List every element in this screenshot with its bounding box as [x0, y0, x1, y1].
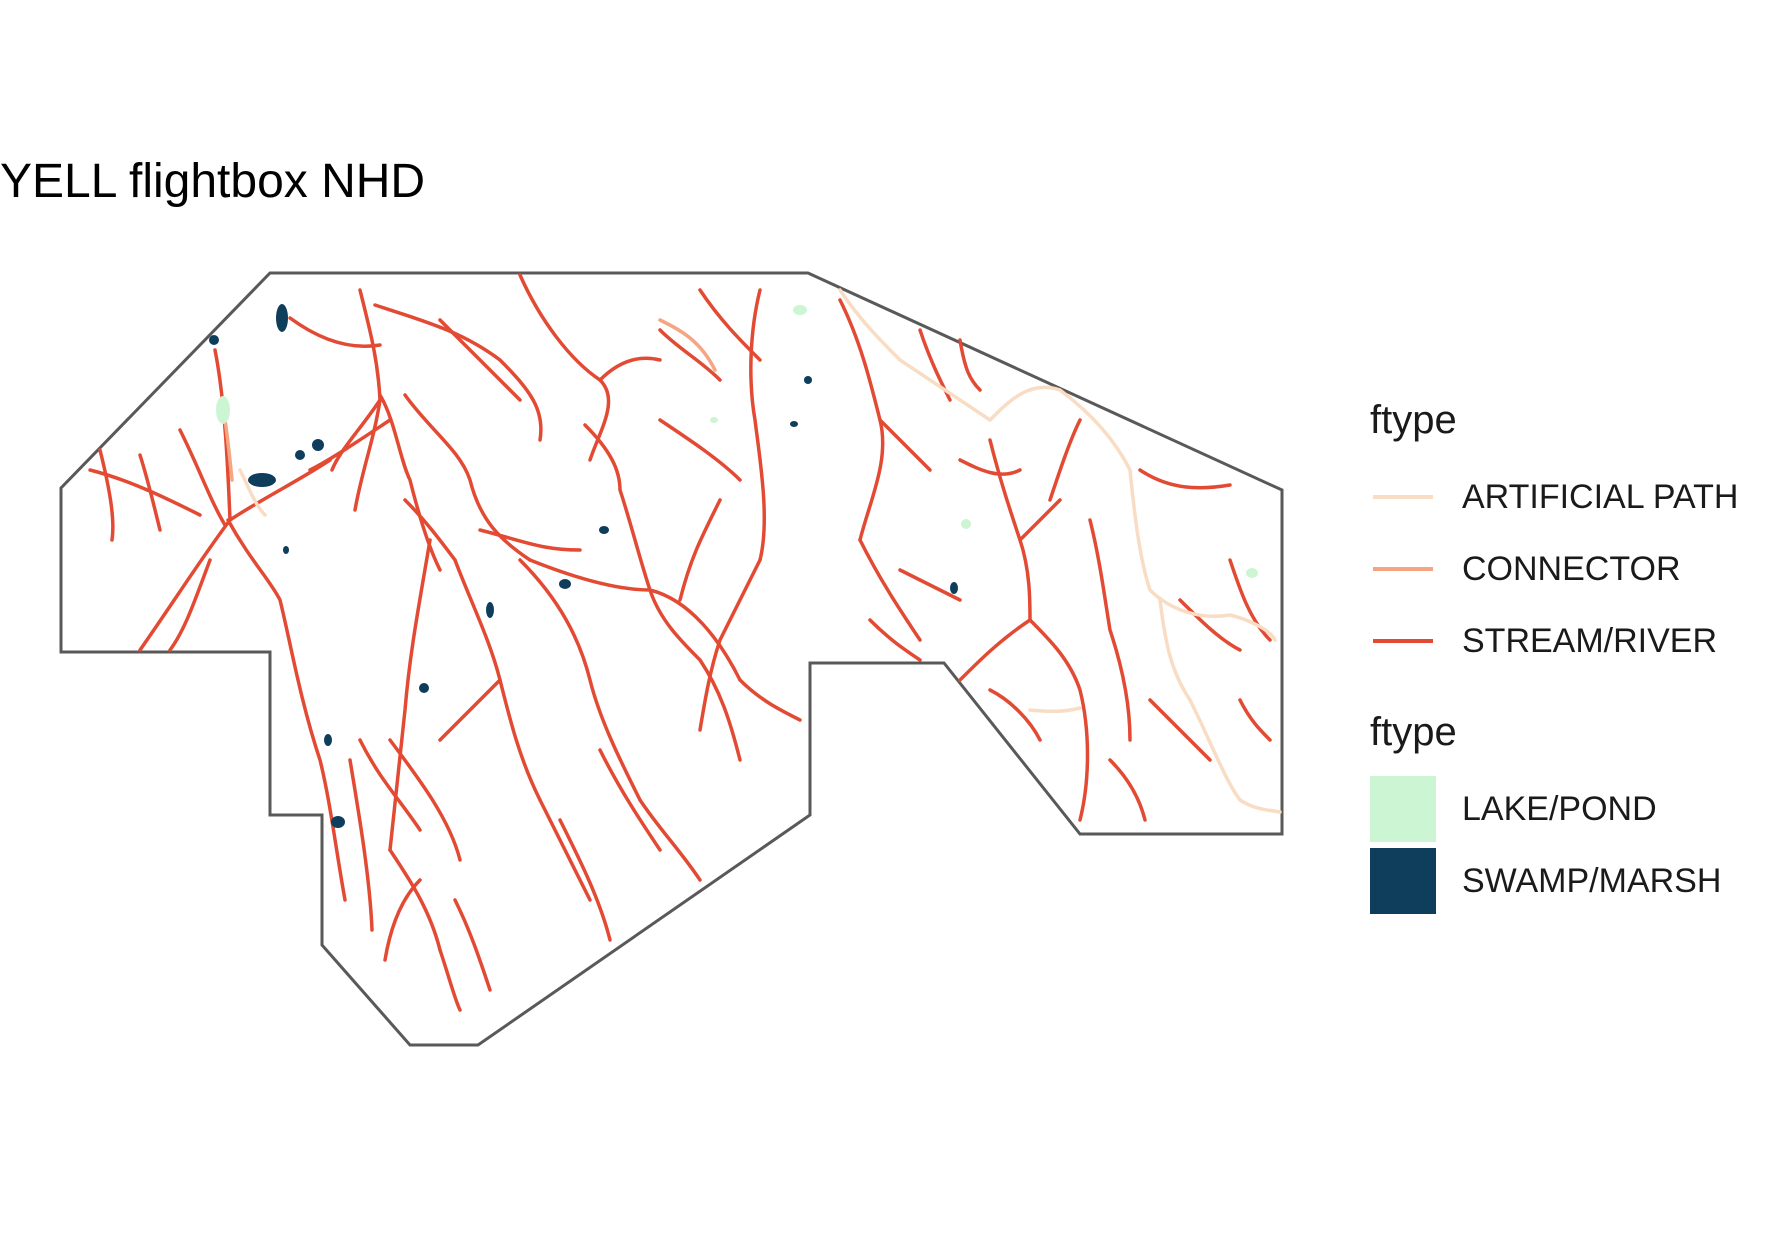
stream-river-network	[88, 273, 1272, 1012]
flowline-legend: ftype ARTIFICIAL PATH CONNECTOR STREAM/R…	[1370, 398, 1738, 677]
flightbox-boundary	[59, 271, 1284, 1047]
lake-pond-key	[1370, 776, 1436, 842]
lake-pond-features	[216, 305, 1258, 578]
waterbody-legend-title: ftype	[1370, 710, 1457, 754]
legend-item-lake-pond: LAKE/POND	[1370, 773, 1721, 845]
map-title: YELL flightbox NHD	[0, 155, 426, 208]
artificial-path-network	[238, 288, 1282, 814]
swamp-marsh-label: SWAMP/MARSH	[1462, 861, 1722, 900]
swamp-marsh-swatch	[1370, 848, 1436, 914]
lake-pond-swatch	[1370, 776, 1436, 842]
waterbody-legend: ftype LAKE/POND SWAMP/MARSH	[1370, 710, 1721, 917]
legend-item-stream-river: STREAM/RIVER	[1370, 605, 1738, 677]
connector-label: CONNECTOR	[1462, 549, 1681, 588]
stream-river-swatch	[1373, 639, 1433, 643]
swamp-marsh-features	[209, 304, 958, 828]
stream-river-label: STREAM/RIVER	[1462, 621, 1718, 660]
lake-pond-label: LAKE/POND	[1462, 789, 1657, 828]
legend-item-swamp-marsh: SWAMP/MARSH	[1370, 845, 1721, 917]
legend-item-connector: CONNECTOR	[1370, 533, 1738, 605]
swamp-marsh-key	[1370, 848, 1436, 914]
legend-item-artificial-path: ARTIFICIAL PATH	[1370, 461, 1738, 533]
connector-network	[223, 318, 717, 482]
connector-swatch	[1373, 567, 1433, 571]
artificial-path-swatch	[1373, 495, 1433, 499]
stream-river-key	[1370, 608, 1436, 674]
connector-key	[1370, 536, 1436, 602]
flowline-legend-title: ftype	[1370, 398, 1457, 442]
artificial-path-label: ARTIFICIAL PATH	[1462, 477, 1739, 516]
artificial-path-key	[1370, 464, 1436, 530]
